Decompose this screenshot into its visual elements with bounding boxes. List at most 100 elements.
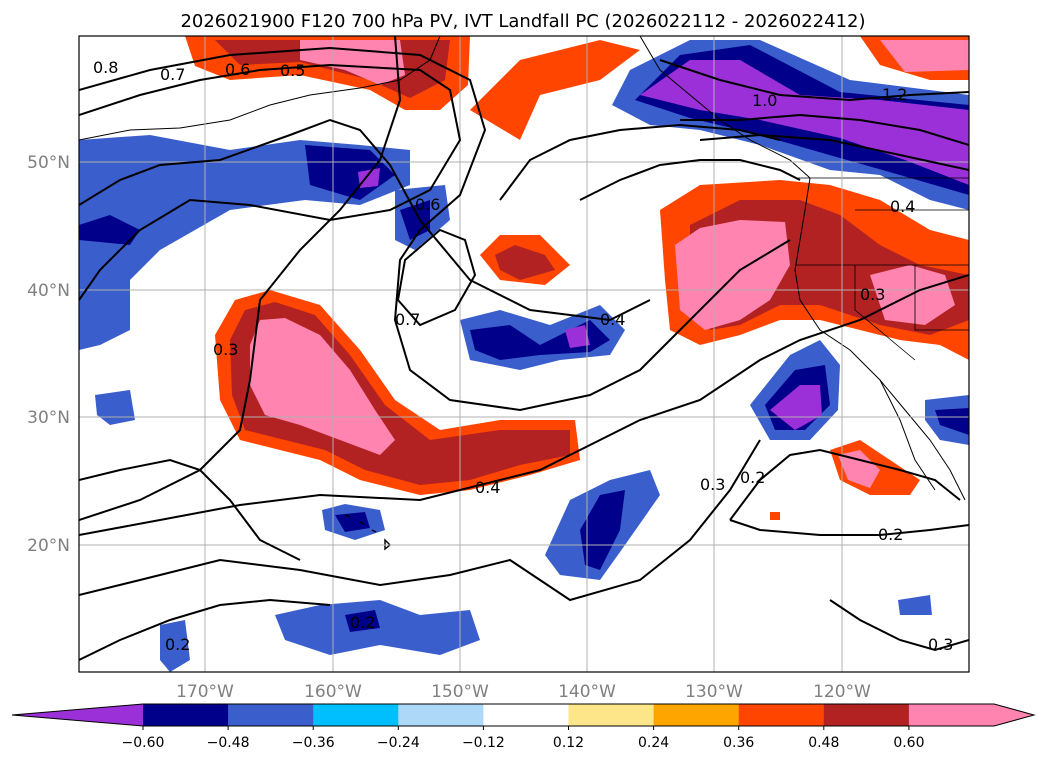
contour-label: 0.2: [740, 468, 765, 487]
pv-contour: [579, 159, 801, 201]
colorbar-bin: [653, 704, 740, 726]
negative-anomaly-south-of-alaska-core: [400, 200, 430, 240]
contour-label: 0.4: [890, 197, 915, 216]
pv-contour: [396, 228, 477, 327]
lat-label: 30°N: [27, 408, 70, 428]
longitude-labels: 170°W 160°W 150°W 140°W 130°W 120°W: [176, 682, 871, 702]
state-borders: [795, 177, 969, 361]
negative-anomaly-california-core: [770, 385, 822, 430]
latitude-labels: 50°N 40°N 30°N 20°N: [27, 153, 70, 556]
lon-label: 170°W: [176, 682, 234, 702]
colorbar-bin: [483, 704, 569, 726]
pv-contour: [699, 133, 969, 171]
negative-anomaly-sw-band-core: [345, 610, 380, 632]
negative-anomaly-central-core: [565, 325, 590, 348]
negative-anomaly-hawaii-west-core: [335, 512, 370, 532]
negative-anomaly-west-band-core: [358, 168, 380, 188]
pv-contour: [680, 113, 969, 146]
colorbar-extend-max: [994, 704, 1034, 726]
contour-label: 0.2: [165, 635, 190, 654]
contour-label: 0.3: [928, 635, 953, 654]
colorbar-tick-label: 0.48: [808, 735, 839, 751]
pv-contour: [79, 46, 791, 412]
negative-anomaly-west-band-inner: [79, 215, 140, 245]
colorbar-tick-label: −0.24: [377, 735, 420, 751]
lat-label: 50°N: [27, 153, 70, 173]
negative-anomaly-far-sw: [160, 620, 190, 672]
pv-contour: [79, 598, 331, 661]
contour-label: 0.6: [415, 195, 440, 214]
negative-anomaly-west-small: [95, 390, 135, 425]
contour-label: 0.3: [860, 285, 885, 304]
colorbar-bin: [228, 704, 314, 726]
ivt-filled-anomalies: [79, 36, 969, 672]
pv-contour: [729, 519, 969, 536]
pv-contour: [79, 274, 969, 536]
map-frame: [78, 35, 970, 673]
colorbar: −0.60 −0.48 −0.36 −0.24 −0.12 0.12 0.24 0.36 0.4…: [11, 703, 1036, 751]
positive-anomaly-landfall-core-east: [870, 265, 955, 325]
coastline-baja: [879, 379, 936, 491]
contour-labels: 0.8 0.7 0.6 0.5 1.0 1.2 0.6 0.4 0.7 0.3 …: [93, 58, 953, 654]
contour-label: 0.4: [600, 310, 625, 329]
colorbar-bin: [313, 704, 399, 726]
colorbar-bin: [823, 704, 910, 726]
pv-contour: [729, 448, 961, 521]
lon-label: 120°W: [813, 682, 871, 702]
contour-label: 0.8: [93, 58, 118, 77]
negative-anomaly-baja-core: [935, 408, 969, 435]
contour-label: 0.3: [700, 475, 725, 494]
colorbar-tick-label: 0.24: [638, 735, 669, 751]
positive-anomaly-mexico-core: [838, 450, 880, 488]
contour-label: 0.7: [160, 65, 185, 84]
lat-label: 40°N: [27, 281, 70, 301]
map-panel: 0.8 0.7 0.6 0.5 1.0 1.2 0.6 0.4 0.7 0.3 …: [78, 35, 970, 673]
lat-label: 20°N: [27, 536, 70, 556]
contour-label: 0.4: [475, 478, 500, 497]
gridlines: [79, 36, 969, 672]
pv-contour: [79, 118, 651, 322]
contour-label: 1.2: [882, 85, 907, 104]
lon-label: 130°W: [685, 682, 743, 702]
positive-anomaly-landfall-core: [675, 220, 790, 330]
positive-anomaly-small-dot: [770, 512, 780, 520]
positive-anomaly-subtropical-jet-core: [250, 318, 395, 455]
colorbar-bin: [738, 704, 825, 726]
figure-title: 2026021900 F120 700 hPa PV, IVT Landfall…: [180, 11, 865, 32]
pv-contour: [79, 439, 761, 602]
colorbar-bin: [568, 704, 655, 726]
contour-label: 1.0: [752, 91, 777, 110]
contour-label: 0.2: [878, 525, 903, 544]
colorbar-tick-label: 0.60: [893, 735, 924, 751]
lon-label: 140°W: [558, 682, 616, 702]
negative-anomaly-small-se: [898, 595, 932, 615]
negative-anomaly-bc-coast-core: [640, 60, 969, 185]
contour-label: 0.3: [213, 340, 238, 359]
colorbar-bin: [143, 704, 229, 726]
lon-label: 150°W: [431, 682, 489, 702]
pv-contour: [659, 59, 969, 102]
contour-label: 0.2: [350, 613, 375, 632]
colorbar-extend-min: [12, 704, 143, 726]
positive-anomaly-ne-corner-core: [880, 40, 969, 72]
contour-label: 0.6: [225, 60, 250, 79]
colorbar-tick-label: −0.60: [122, 735, 165, 751]
pv-contour: [79, 36, 402, 521]
hawaii-islands: [344, 514, 392, 551]
colorbar-tick-label: 0.12: [553, 735, 584, 751]
pv-contours: [79, 36, 969, 661]
pv-contour: [79, 458, 301, 561]
positive-anomaly-central-small-core: [495, 245, 555, 280]
colorbar-tick-label: −0.48: [207, 735, 250, 751]
negative-anomaly-subtropical-core: [580, 490, 625, 570]
colorbar-tick-label: 0.36: [723, 735, 754, 751]
coastline-pacific-nw: [794, 177, 966, 501]
pv-contour: [79, 63, 462, 301]
colorbar-tick-label: −0.12: [462, 735, 505, 751]
pv-contour: [829, 599, 969, 652]
colorbar-bin: [908, 704, 995, 726]
colorbar-tick-label: −0.36: [292, 735, 335, 751]
contour-label: 0.5: [280, 61, 305, 80]
pv-contour: [499, 123, 781, 201]
